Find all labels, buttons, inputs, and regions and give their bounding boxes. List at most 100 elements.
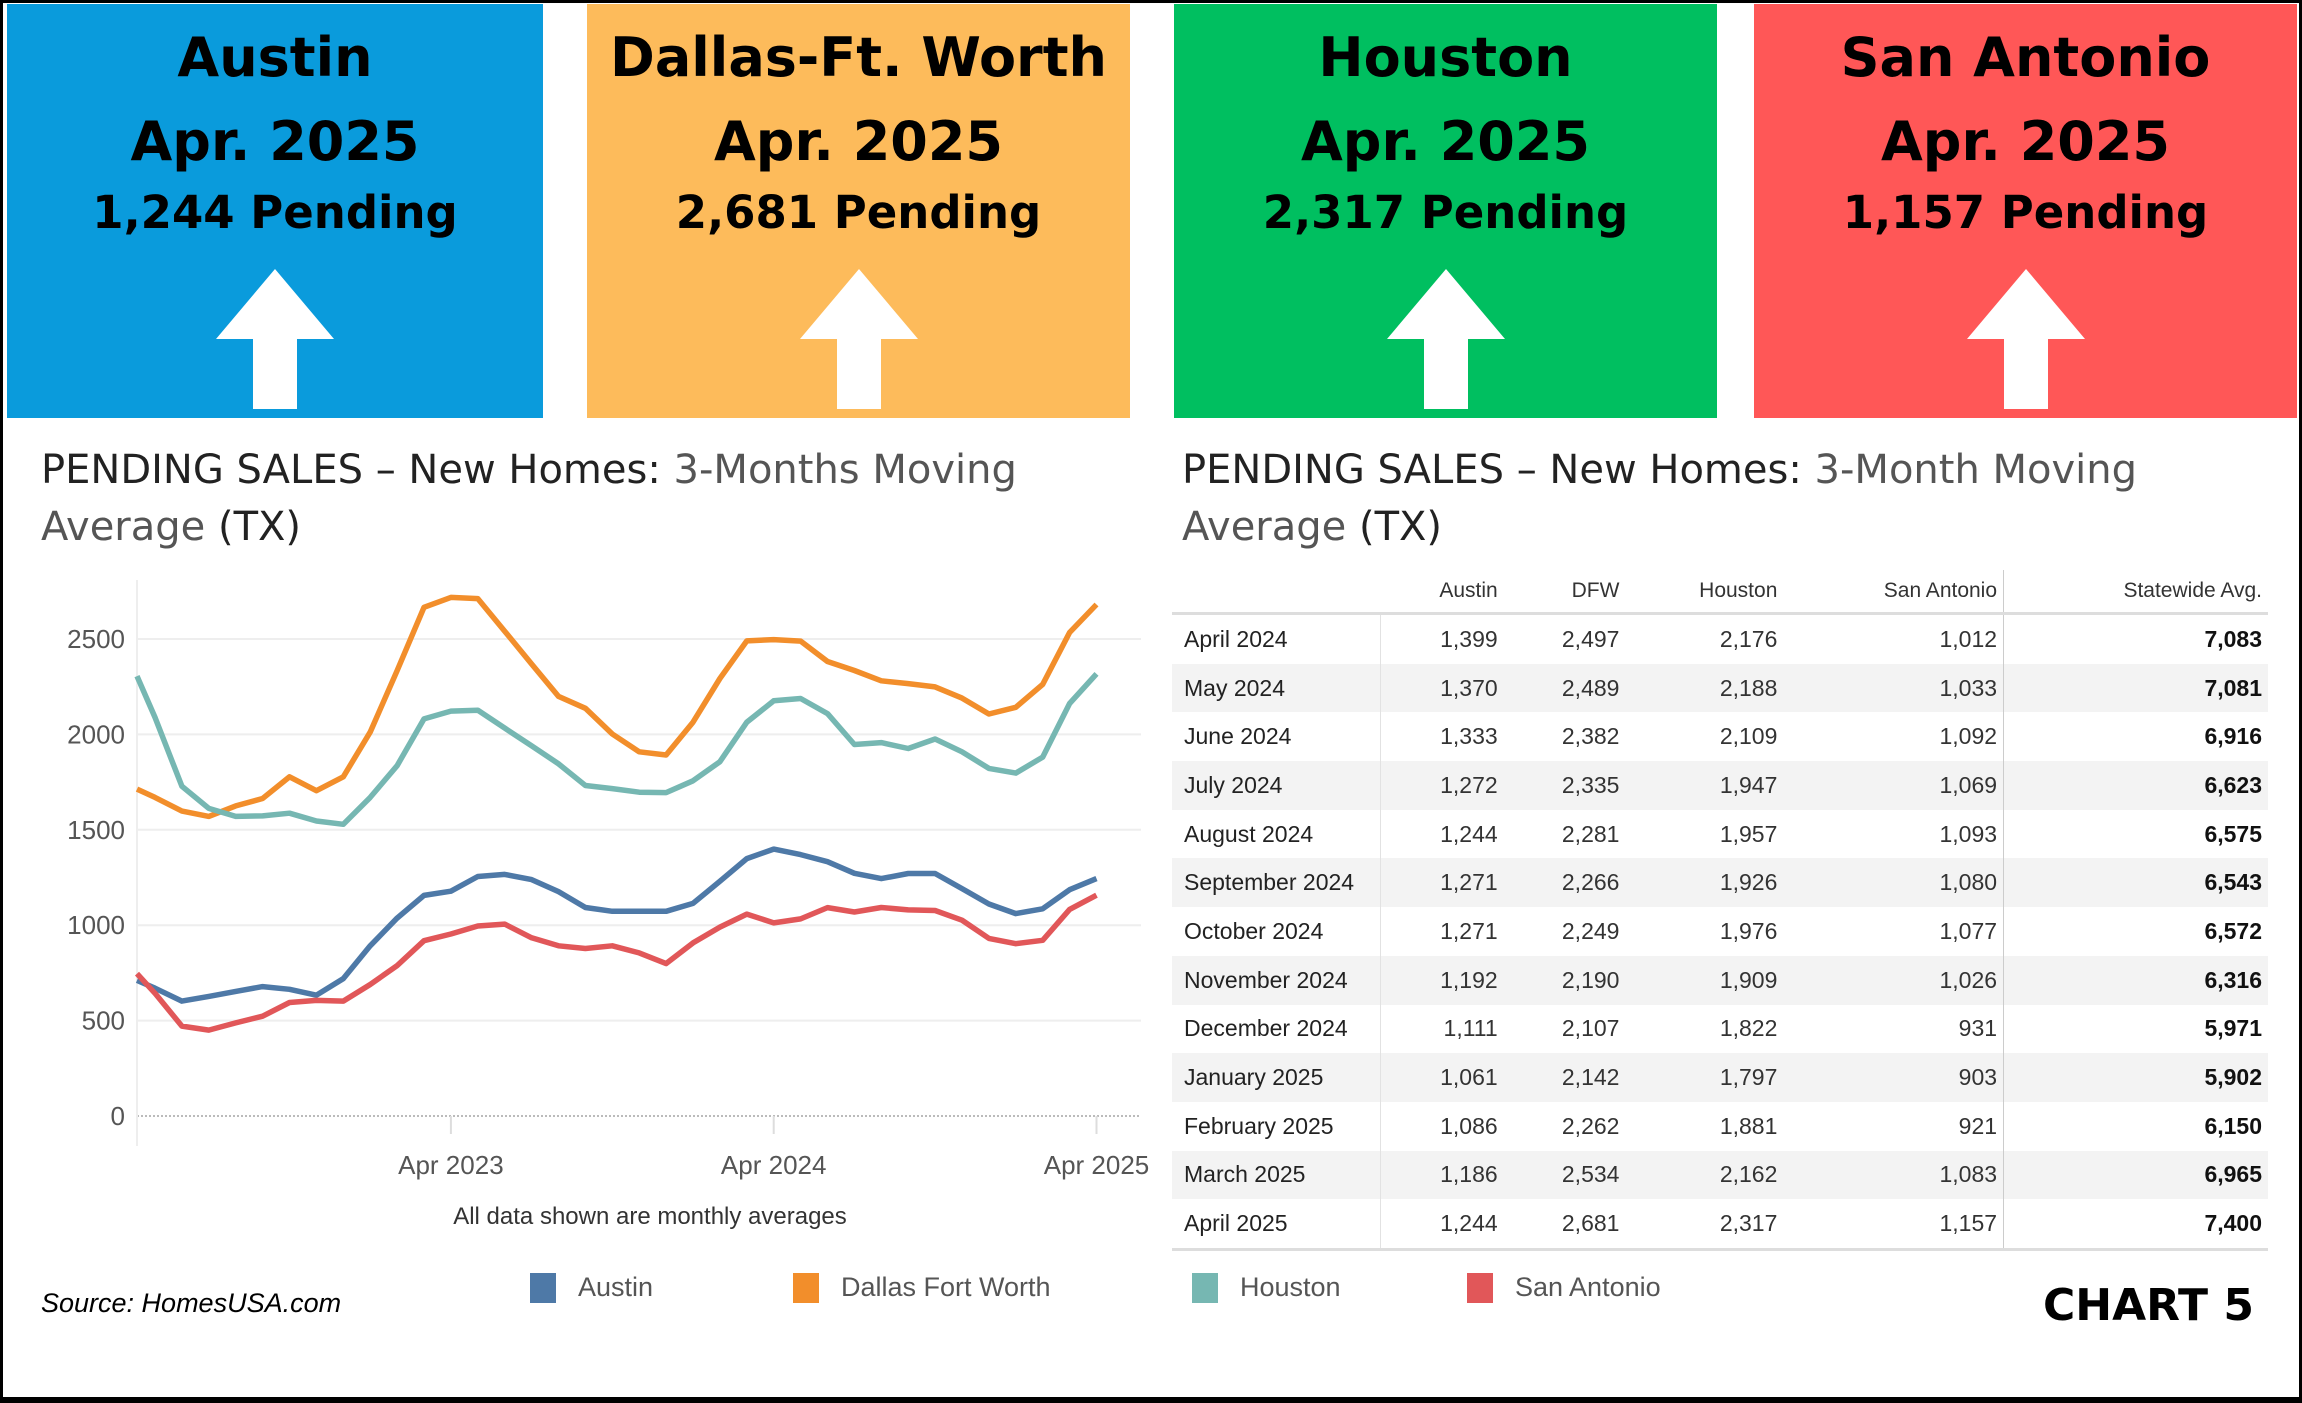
table-cell: 5,902 [2004,1053,2268,1102]
table-cell: 1,157 [1783,1199,2003,1249]
chart-label: CHART 5 [2043,1280,2254,1331]
row-label: October 2024 [1172,907,1381,956]
table-cell: 1,272 [1381,761,1504,810]
table-cell: 1,881 [1625,1102,1783,1151]
y-tick-label: 0 [111,1101,125,1131]
line-chart-title: PENDING SALES – New Homes: 3-Months Movi… [41,442,1017,556]
arrow-up-icon [800,269,918,409]
table-cell: 1,061 [1381,1053,1504,1102]
table-cell: 1,083 [1783,1151,2003,1200]
table-cell: 2,497 [1504,614,1626,664]
arrow-up-icon [1967,269,2085,409]
x-tick-label: Apr 2025 [1044,1150,1150,1180]
row-label: September 2024 [1172,858,1381,907]
table-cell: 6,316 [2004,956,2268,1005]
row-label: February 2025 [1172,1102,1381,1151]
table-cell: 1,092 [1783,712,2003,761]
table-cell: 2,489 [1504,664,1626,713]
table-cell: 1,033 [1783,664,2003,713]
row-label: April 2024 [1172,614,1381,664]
table-cell: 1,080 [1783,858,2003,907]
table-cell: 6,575 [2004,810,2268,859]
y-tick-label: 1500 [67,815,125,845]
legend-swatch [530,1273,556,1303]
table-cell: 1,797 [1625,1053,1783,1102]
table-cell: 7,400 [2004,1199,2268,1249]
metro-card: Austin Apr. 2025 1,244 Pending [7,4,543,418]
row-label: June 2024 [1172,712,1381,761]
legend-label: Dallas Fort Worth [841,1272,1051,1303]
table-cell: 6,572 [2004,907,2268,956]
title-tail: (TX) [205,504,301,550]
legend-item: Houston [1192,1272,1341,1303]
table-cell: 2,142 [1504,1053,1626,1102]
table-cell: 1,909 [1625,956,1783,1005]
table-cell: 2,266 [1504,858,1626,907]
table-cell: 2,109 [1625,712,1783,761]
table-cell: 1,077 [1783,907,2003,956]
legend-swatch [793,1273,819,1303]
table-cell: 1,370 [1381,664,1504,713]
legend-swatch [1192,1273,1218,1303]
table-cell: 1,947 [1625,761,1783,810]
table-cell: 1,271 [1381,858,1504,907]
metro-card: San Antonio Apr. 2025 1,157 Pending [1754,4,2297,418]
table-cell: 2,281 [1504,810,1626,859]
series-line-dallas-fort-worth [137,597,1097,816]
legend-item: Dallas Fort Worth [793,1272,1051,1303]
table-cell: 6,150 [2004,1102,2268,1151]
card-pending: 1,244 Pending [7,186,543,239]
table-cell: 1,093 [1783,810,2003,859]
card-period: Apr. 2025 [1754,110,2297,173]
table-cell: 2,534 [1504,1151,1626,1200]
row-label: November 2024 [1172,956,1381,1005]
table-cell: 2,249 [1504,907,1626,956]
card-period: Apr. 2025 [1174,110,1717,173]
x-tick-label: Apr 2023 [398,1150,504,1180]
table-cell: 1,926 [1625,858,1783,907]
source-text: Source: HomesUSA.com [41,1288,341,1319]
table-cell: 6,965 [2004,1151,2268,1200]
table-cell: 7,081 [2004,664,2268,713]
table-cell: 1,192 [1381,956,1504,1005]
table-cell: 6,916 [2004,712,2268,761]
table-cell: 2,188 [1625,664,1783,713]
chart-note: All data shown are monthly averages [300,1203,1000,1231]
card-pending: 2,681 Pending [587,186,1130,239]
table-cell: 7,083 [2004,614,2268,664]
row-label: May 2024 [1172,664,1381,713]
table-cell: 1,244 [1381,810,1504,859]
column-header: Austin [1381,570,1504,614]
table-cell: 1,186 [1381,1151,1504,1200]
legend-item: Austin [530,1272,653,1303]
title-light: 3-Month Moving [1802,447,2137,493]
table-cell: 5,971 [2004,1005,2268,1054]
column-header: Statewide Avg. [2004,570,2268,614]
table-cell: 1,111 [1381,1005,1504,1054]
table-cell: 903 [1783,1053,2003,1102]
table-cell: 2,190 [1504,956,1626,1005]
table-cell: 1,026 [1783,956,2003,1005]
title-bold: PENDING SALES – New Homes: [1182,447,1802,493]
title-tail: (TX) [1346,504,1442,550]
table-title: PENDING SALES – New Homes: 3-Month Movin… [1182,442,2137,556]
table-cell: 1,086 [1381,1102,1504,1151]
row-label: July 2024 [1172,761,1381,810]
card-period: Apr. 2025 [7,110,543,173]
table-cell: 6,543 [2004,858,2268,907]
title-light: 3-Months Moving [661,447,1017,493]
card-period: Apr. 2025 [587,110,1130,173]
legend-label: Austin [578,1272,653,1303]
row-label: December 2024 [1172,1005,1381,1054]
column-header [1172,570,1381,614]
